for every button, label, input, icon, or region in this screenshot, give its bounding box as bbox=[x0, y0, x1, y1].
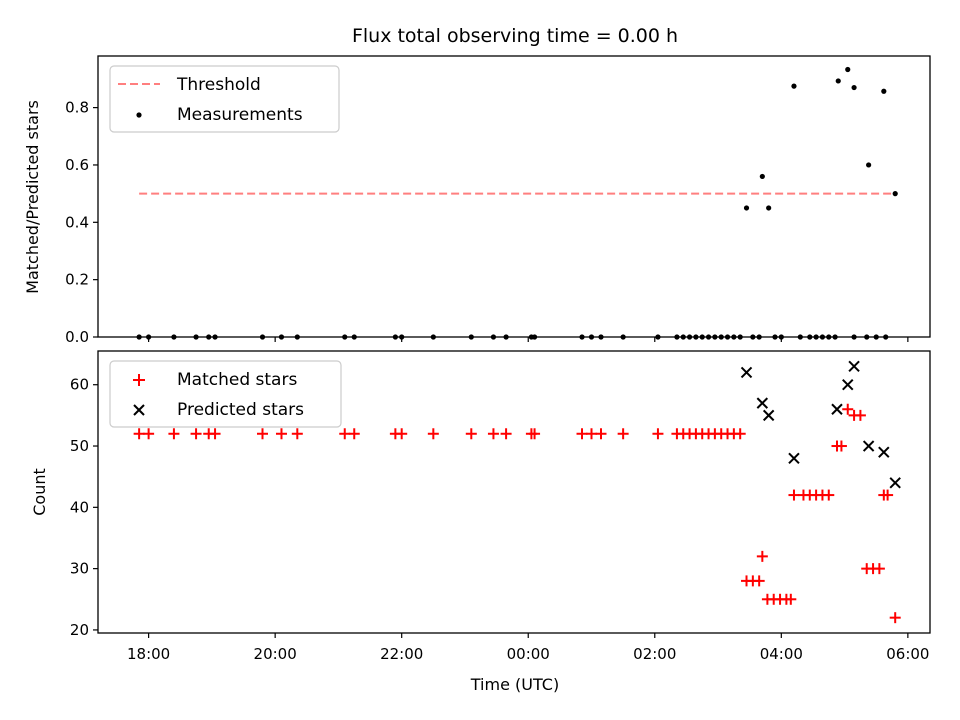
x-tick-label: 00:00 bbox=[507, 645, 550, 663]
measurement-point bbox=[851, 84, 857, 91]
predicted-stars-point bbox=[842, 379, 854, 391]
measurement-point bbox=[881, 88, 887, 94]
top-y-tick-label: 0.4 bbox=[65, 213, 89, 231]
predicted-stars-point bbox=[831, 403, 843, 415]
matched-stars-point bbox=[842, 403, 854, 415]
top-y-tick-label: 0.6 bbox=[65, 156, 89, 174]
predicted-stars-point bbox=[848, 360, 860, 373]
matched-stars-point bbox=[275, 428, 287, 440]
measurement-point bbox=[845, 66, 851, 73]
matched-stars-point bbox=[427, 428, 439, 440]
measurement-point bbox=[759, 173, 765, 180]
matched-stars-point bbox=[788, 489, 800, 501]
matched-stars-point bbox=[586, 428, 598, 440]
matched-stars-point bbox=[257, 428, 269, 440]
matched-stars-point bbox=[823, 489, 835, 501]
bottom-legend: Matched stars Predicted stars bbox=[109, 360, 342, 428]
matched-stars-point bbox=[291, 428, 303, 440]
legend-measurements-swatch bbox=[136, 112, 142, 118]
bottom-y-tick-label: 50 bbox=[70, 437, 89, 455]
matched-stars-point bbox=[168, 428, 180, 440]
matched-stars-point bbox=[133, 428, 145, 440]
matched-stars-point bbox=[529, 428, 541, 440]
bottom-plot-frame bbox=[97, 350, 931, 634]
bottom-y-tick-label: 20 bbox=[70, 621, 89, 639]
matched-stars-point bbox=[576, 428, 588, 440]
measurement-point bbox=[743, 205, 750, 211]
measurement-point bbox=[791, 83, 797, 89]
predicted-stars-point bbox=[788, 452, 800, 464]
top-plot-frame bbox=[97, 55, 931, 338]
matched-stars-point bbox=[396, 428, 408, 440]
matched-stars-point bbox=[756, 550, 768, 562]
x-tick-label: 02:00 bbox=[633, 645, 676, 663]
legend-measurements-label: Measurements bbox=[177, 105, 303, 125]
x-tick-label: 04:00 bbox=[760, 645, 803, 663]
matched-stars-point bbox=[734, 428, 746, 440]
matched-stars-point bbox=[339, 428, 351, 440]
x-tick-label: 22:00 bbox=[380, 645, 423, 663]
measurement-point bbox=[866, 162, 872, 168]
predicted-stars-point bbox=[878, 446, 890, 458]
top-y-axis-label: Matched/Predicted stars bbox=[23, 100, 42, 294]
matched-stars-point bbox=[854, 409, 866, 421]
bottom-y-tick-label: 60 bbox=[70, 376, 89, 394]
measurement-point bbox=[766, 205, 772, 211]
matched-stars-point bbox=[348, 428, 360, 440]
bottom-y-axis-label: Count bbox=[30, 468, 49, 516]
top-legend-box bbox=[109, 65, 340, 133]
top-panel: 0.0 0.2 0.4 0.6 0.8 bbox=[65, 66, 909, 346]
matched-stars-point bbox=[209, 428, 221, 440]
matched-stars-point bbox=[465, 428, 477, 440]
top-y-tick-label: 0.8 bbox=[65, 99, 89, 117]
matched-stars-point bbox=[652, 428, 664, 440]
top-legend: Threshold Measurements bbox=[109, 65, 340, 133]
matched-stars-point bbox=[873, 563, 885, 575]
chart-title: Flux total observing time = 0.00 h bbox=[352, 25, 678, 47]
matched-stars-point bbox=[785, 593, 797, 605]
bottom-y-tick-label: 30 bbox=[70, 560, 89, 578]
matched-stars-point bbox=[500, 428, 512, 440]
predicted-stars-point bbox=[756, 397, 769, 409]
measurement-point bbox=[892, 191, 898, 197]
matched-stars-point bbox=[595, 428, 607, 440]
legend-predicted-swatch bbox=[133, 404, 145, 416]
predicted-stars-point bbox=[862, 440, 875, 452]
measurement-point bbox=[835, 78, 841, 84]
legend-threshold-label: Threshold bbox=[176, 75, 261, 95]
legend-predicted-label: Predicted stars bbox=[177, 400, 304, 420]
top-y-tick-label: 0.0 bbox=[65, 328, 89, 346]
matched-stars-point bbox=[190, 428, 202, 440]
matched-stars-point bbox=[617, 428, 629, 440]
legend-matched-swatch bbox=[133, 374, 145, 386]
x-axis-label: Time (UTC) bbox=[470, 675, 559, 694]
bottom-legend-box bbox=[109, 360, 342, 428]
predicted-stars-point bbox=[889, 477, 901, 489]
matched-stars-point bbox=[889, 612, 901, 624]
matched-stars-point bbox=[835, 440, 847, 452]
matched-stars-point bbox=[487, 428, 499, 440]
top-y-tick-label: 0.2 bbox=[65, 271, 89, 289]
x-tick-label: 06:00 bbox=[886, 645, 929, 663]
predicted-stars-point bbox=[740, 366, 753, 379]
x-tick-label: 20:00 bbox=[254, 645, 297, 663]
matched-stars-point bbox=[882, 489, 894, 501]
bottom-panel: 20 30 40 50 60 18:00 20:00 22:00 00:00 02:00 04:00… bbox=[70, 360, 929, 663]
matched-stars-point bbox=[753, 575, 765, 587]
x-tick-label: 18:00 bbox=[127, 645, 170, 663]
bottom-y-tick-label: 40 bbox=[70, 498, 89, 516]
matched-stars-point bbox=[143, 428, 155, 440]
legend-matched-label: Matched stars bbox=[177, 370, 297, 390]
predicted-stars-point bbox=[762, 409, 775, 422]
